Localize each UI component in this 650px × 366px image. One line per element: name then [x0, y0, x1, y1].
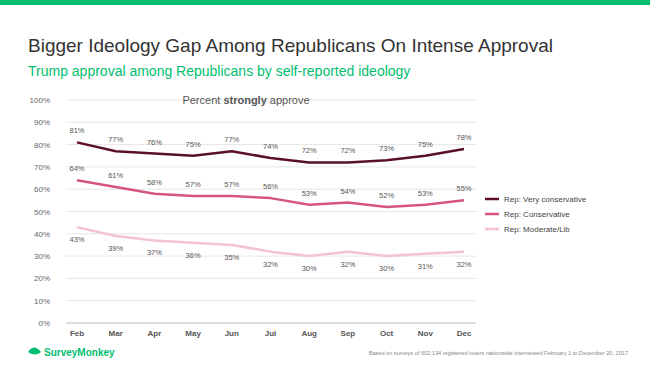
data-labels: 81% 77% 76% 75% 77% 74% 72% 72% 73% 75% 78% 64% 61% 5… — [69, 126, 471, 273]
annotation-word: approve — [267, 94, 310, 106]
data-label: 32% — [263, 260, 278, 269]
y-tick-label: 90% — [34, 118, 50, 127]
data-label: 30% — [379, 264, 394, 273]
data-label: 39% — [108, 244, 123, 253]
data-label: 72% — [302, 146, 317, 155]
x-tick-label: Nov — [418, 329, 434, 338]
data-label: 72% — [340, 146, 355, 155]
data-label: 73% — [379, 144, 394, 153]
y-tick-label: 100% — [30, 96, 50, 105]
grid-line — [66, 233, 476, 234]
data-label: 53% — [418, 189, 433, 198]
lines — [77, 142, 464, 256]
data-label: 36% — [186, 251, 201, 260]
x-tick-label: Oct — [380, 329, 394, 338]
logo-text: SurveyMonkey — [44, 347, 115, 358]
grid-line — [66, 211, 476, 212]
legend-swatch — [485, 228, 499, 231]
data-label: 32% — [340, 260, 355, 269]
data-label: 43% — [69, 235, 84, 244]
x-tick-label: Jun — [225, 329, 239, 338]
annotation: Percent strongly approve — [182, 94, 309, 106]
y-tick-label: 20% — [34, 274, 50, 283]
legend-swatch — [485, 198, 499, 201]
data-label: 58% — [147, 178, 162, 187]
subtitle: Trump approval among Republicans by self… — [28, 63, 410, 79]
legend-swatch — [485, 213, 499, 216]
y-tick-label: 70% — [34, 163, 50, 172]
x-tick-label: Apr — [148, 329, 162, 338]
data-label: 75% — [418, 140, 433, 149]
x-tick-label: Dec — [457, 329, 472, 338]
logo-icon — [28, 348, 41, 355]
y-tick-label: 60% — [34, 185, 50, 194]
data-label: 75% — [186, 140, 201, 149]
data-label: 57% — [224, 180, 239, 189]
data-label: 76% — [147, 138, 162, 147]
data-label: 30% — [302, 264, 317, 273]
grid-line — [66, 278, 476, 279]
y-tick-label: 40% — [34, 230, 50, 239]
data-label: 74% — [263, 142, 278, 151]
data-label: 56% — [263, 182, 278, 191]
series-line — [77, 227, 464, 256]
annotation-word: strongly — [220, 94, 267, 106]
y-tick-label: 30% — [34, 252, 50, 261]
data-label: 31% — [418, 262, 433, 271]
data-label: 55% — [456, 184, 471, 193]
data-label: 77% — [108, 135, 123, 144]
y-tick-label: 50% — [34, 208, 50, 217]
data-label: 54% — [340, 187, 355, 196]
grid-line — [66, 323, 476, 324]
legend-label: Rep: Moderate/Lib — [504, 225, 570, 234]
y-tick-label: 10% — [34, 297, 50, 306]
legend: Rep: Very conservative Rep: Conservative R… — [485, 195, 587, 234]
grid-line — [66, 122, 476, 123]
grid-line — [66, 300, 476, 301]
x-tick-label: May — [185, 329, 201, 338]
top-bar — [0, 0, 650, 5]
x-tick-label: Mar — [109, 329, 123, 338]
grid-line — [66, 166, 476, 167]
x-tick-label: Aug — [301, 329, 317, 338]
data-label: 77% — [224, 135, 239, 144]
series-line — [77, 142, 464, 162]
legend-label: Rep: Conservative — [504, 210, 570, 219]
title: Bigger Ideology Gap Among Republicans On… — [28, 35, 553, 56]
data-label: 35% — [224, 253, 239, 262]
x-tick-label: Jul — [265, 329, 277, 338]
data-label: 57% — [186, 180, 201, 189]
data-label: 81% — [69, 126, 84, 135]
x-tick-label: Feb — [70, 329, 84, 338]
data-label: 52% — [379, 191, 394, 200]
data-label: 78% — [456, 133, 471, 142]
chart: Bigger Ideology Gap Among Republicans On… — [0, 0, 650, 366]
logo: SurveyMonkey — [28, 347, 115, 358]
data-label: 61% — [108, 171, 123, 180]
x-tick-label: Sep — [341, 329, 356, 338]
legend-label: Rep: Very conservative — [504, 195, 587, 204]
grid-line — [66, 256, 476, 257]
note: Based on surveys of 602,134 registered v… — [369, 350, 628, 356]
y-tick-label: 80% — [34, 141, 50, 150]
data-label: 32% — [456, 260, 471, 269]
data-label: 53% — [302, 189, 317, 198]
data-label: 64% — [69, 164, 84, 173]
y-tick-label: 0% — [38, 319, 50, 328]
series-line — [77, 180, 464, 207]
data-label: 37% — [147, 248, 162, 257]
grid — [66, 100, 476, 323]
annotation-word: Percent — [182, 94, 220, 106]
